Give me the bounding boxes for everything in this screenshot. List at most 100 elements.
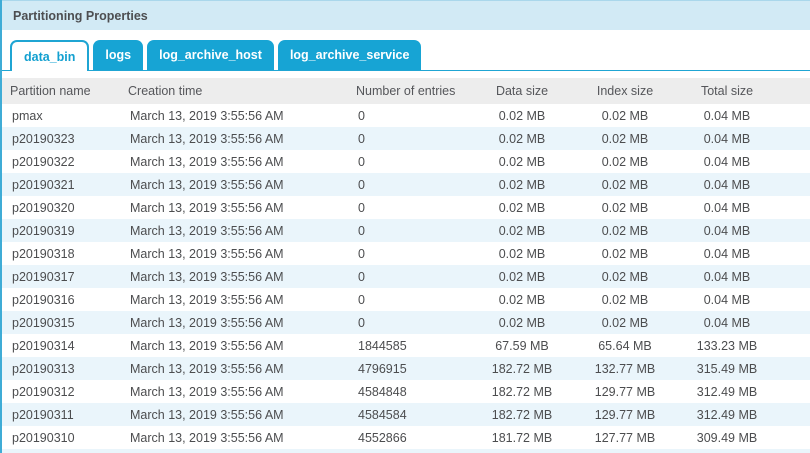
table-row: p20190323 March 13, 2019 3:55:56 AM 0 0.02 …	[2, 127, 810, 150]
number-of-entries-cell: 0	[358, 154, 365, 169]
total-size-cell: 0.04 MB	[703, 292, 751, 307]
index-size-cell: 0.02 MB	[601, 131, 649, 146]
creation-time-cell: March 13, 2019 3:55:56 AM	[130, 131, 284, 146]
partition-name-cell: p20190321	[12, 177, 75, 192]
column-header-partition-name: Partition name	[2, 78, 120, 104]
index-size-cell: 129.77 MB	[594, 384, 656, 399]
partition-name-cell: p20190311	[12, 407, 74, 422]
number-of-entries-cell: 0	[358, 246, 365, 261]
index-size-cell: 0.02 MB	[601, 154, 649, 169]
total-size-cell: 0.04 MB	[703, 131, 751, 146]
data-size-cell: 67.59 MB	[495, 338, 549, 353]
index-size-cell: 0.02 MB	[601, 108, 649, 123]
table-row: p20190315 March 13, 2019 3:55:56 AM 0 0.02 …	[2, 311, 810, 334]
filler-cell	[778, 403, 810, 426]
creation-time-cell: March 13, 2019 3:55:56 AM	[130, 223, 284, 238]
number-of-entries-cell: 4584848	[358, 384, 407, 399]
partition-name-cell: p20190319	[12, 223, 75, 238]
total-size-cell: 133.23 MB	[696, 338, 758, 353]
creation-time-cell: March 13, 2019 3:55:56 AM	[130, 315, 284, 330]
tab-bar: data_bin logs log_archive_host log_archive_…	[2, 30, 810, 71]
number-of-entries-cell: 4584584	[358, 407, 407, 422]
table-row: p20190314 March 13, 2019 3:55:56 AM 184458…	[2, 334, 810, 357]
data-size-cell: 182.72 MB	[491, 361, 553, 376]
data-size-cell: 182.72 MB	[491, 384, 553, 399]
table-header-row: Partition name Creation time Number of ent…	[2, 78, 810, 104]
partition-name-cell: pmax	[12, 108, 43, 123]
index-size-cell: 0.02 MB	[601, 223, 649, 238]
partition-name-cell: p20190316	[12, 292, 75, 307]
column-header-total-size: Total size	[676, 78, 778, 104]
index-size-cell: 0.02 MB	[601, 200, 649, 215]
number-of-entries-cell: 4796915	[358, 361, 407, 376]
total-size-cell: 0.04 MB	[703, 177, 751, 192]
filler-cell	[778, 104, 810, 127]
filler-cell	[778, 311, 810, 334]
data-size-cell: 0.02 MB	[498, 223, 546, 238]
creation-time-cell: March 13, 2019 3:55:56 AM	[130, 177, 284, 192]
creation-time-cell: March 13, 2019 3:55:56 AM	[130, 384, 284, 399]
tab-log_archive_host[interactable]: log_archive_host	[147, 40, 274, 70]
tab-data_bin[interactable]: data_bin	[10, 40, 90, 71]
filler-cell	[778, 196, 810, 219]
partition-name-cell: p20190317	[12, 269, 75, 284]
data-size-cell: 0.02 MB	[498, 315, 546, 330]
data-size-cell: 0.02 MB	[498, 131, 546, 146]
total-size-cell: 312.49 MB	[696, 384, 758, 399]
creation-time-cell: March 13, 2019 3:55:56 AM	[130, 338, 284, 353]
panel-title-bar: Partitioning Properties	[2, 0, 810, 30]
index-size-cell: 0.02 MB	[601, 269, 649, 284]
column-header-filler	[778, 78, 810, 104]
index-size-cell: 0.02 MB	[601, 246, 649, 261]
data-size-cell: 0.02 MB	[498, 177, 546, 192]
number-of-entries-cell: 0	[358, 223, 365, 238]
partition-name-cell: p20190313	[12, 361, 75, 376]
total-size-cell: 312.49 MB	[696, 407, 758, 422]
partition-name-cell: p20190315	[12, 315, 75, 330]
creation-time-cell: March 13, 2019 3:55:56 AM	[130, 361, 284, 376]
data-size-cell: 182.72 MB	[491, 407, 553, 422]
table-row: p20190319 March 13, 2019 3:55:56 AM 0 0.02 …	[2, 219, 810, 242]
index-size-cell: 0.02 MB	[601, 292, 649, 307]
index-size-cell: 127.77 MB	[594, 430, 656, 445]
number-of-entries-cell: 4552866	[358, 430, 407, 445]
table-row: p20190313 March 13, 2019 3:55:56 AM 479691…	[2, 357, 810, 380]
partial-next-row	[2, 449, 810, 453]
table-row: p20190312 March 13, 2019 3:55:56 AM 458484…	[2, 380, 810, 403]
tab-log_archive_service[interactable]: log_archive_service	[277, 40, 422, 70]
creation-time-cell: March 13, 2019 3:55:56 AM	[130, 246, 284, 261]
index-size-cell: 132.77 MB	[594, 361, 656, 376]
filler-cell	[778, 173, 810, 196]
column-header-data-size: Data size	[470, 78, 574, 104]
data-size-cell: 0.02 MB	[498, 269, 546, 284]
partition-name-cell: p20190322	[12, 154, 75, 169]
filler-cell	[778, 265, 810, 288]
table-row: p20190320 March 13, 2019 3:55:56 AM 0 0.02 …	[2, 196, 810, 219]
number-of-entries-cell: 0	[358, 131, 365, 146]
filler-cell	[778, 380, 810, 403]
table-row: p20190316 March 13, 2019 3:55:56 AM 0 0.02 …	[2, 288, 810, 311]
number-of-entries-cell: 0	[358, 177, 365, 192]
column-header-number-of-entries: Number of entries	[348, 78, 470, 104]
total-size-cell: 0.04 MB	[703, 246, 751, 261]
number-of-entries-cell: 0	[358, 292, 365, 307]
table-row: p20190317 March 13, 2019 3:55:56 AM 0 0.02 …	[2, 265, 810, 288]
number-of-entries-cell: 0	[358, 108, 365, 123]
table-row: p20190318 March 13, 2019 3:55:56 AM 0 0.02 …	[2, 242, 810, 265]
panel-title: Partitioning Properties	[13, 8, 148, 23]
filler-cell	[778, 426, 810, 449]
index-size-cell: 129.77 MB	[594, 407, 656, 422]
tab-logs[interactable]: logs	[93, 40, 144, 70]
partition-name-cell: p20190323	[12, 131, 75, 146]
data-size-cell: 0.02 MB	[498, 200, 546, 215]
total-size-cell: 0.04 MB	[703, 223, 751, 238]
column-header-creation-time: Creation time	[120, 78, 348, 104]
filler-cell	[778, 219, 810, 242]
column-header-index-size: Index size	[574, 78, 676, 104]
total-size-cell: 0.04 MB	[703, 269, 751, 284]
data-size-cell: 0.02 MB	[498, 108, 546, 123]
creation-time-cell: March 13, 2019 3:55:56 AM	[130, 269, 284, 284]
filler-cell	[778, 150, 810, 173]
total-size-cell: 315.49 MB	[696, 361, 758, 376]
